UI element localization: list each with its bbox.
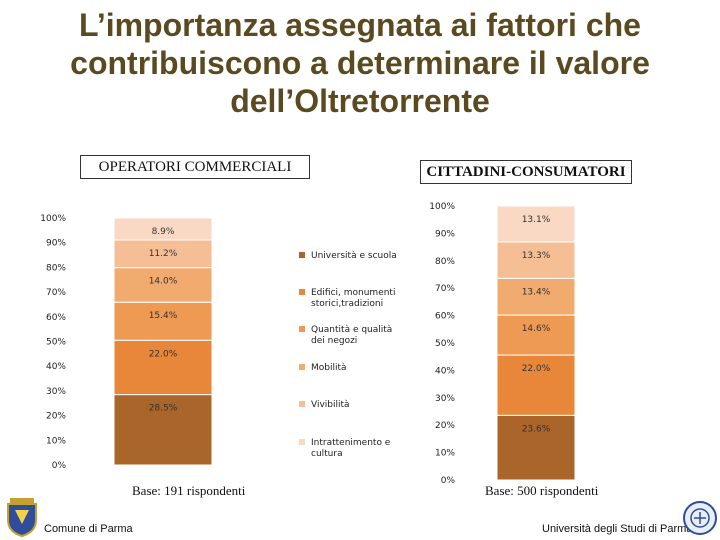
cittadini-data-label: 13.4% [522, 287, 551, 297]
legend-swatch [299, 326, 305, 332]
operatori-y-tick: 90% [46, 239, 66, 249]
operatori-data-label: 28.5% [149, 404, 178, 414]
operatori-label: OPERATORI COMMERCIALI [80, 155, 310, 179]
cittadini-y-tick: 10% [435, 449, 455, 459]
operatori-data-label: 14.0% [149, 277, 178, 287]
cittadini-y-tick: 60% [435, 312, 455, 322]
operatori-y-axis: 0% 10% 20% 30% 40% 50% 60% 70% 80% 90% 100% [40, 214, 66, 471]
cittadini-bar-segment [496, 314, 576, 356]
operatori-y-tick: 70% [46, 288, 66, 298]
operatori-data-label: 15.4% [149, 311, 178, 321]
cittadini-bars: 23.6% 22.0% 14.6% 13.4% 13.3% 13.1% [496, 205, 576, 481]
operatori-y-tick: 40% [46, 362, 66, 372]
operatori-data-label: 22.0% [149, 349, 178, 359]
cittadini-bar-segment [496, 354, 576, 416]
footer-left: Comune di Parma [44, 523, 133, 535]
footer-right: Università degli Studi di Parma [542, 523, 693, 535]
legend-label: Università e scuola [311, 251, 397, 261]
operatori-y-tick: 10% [46, 436, 66, 446]
operatori-bar-segment [113, 217, 213, 241]
legend-swatch [299, 289, 305, 295]
cittadini-y-tick: 80% [435, 257, 455, 267]
cittadini-label: CITTADINI-CONSUMATORI [420, 160, 632, 184]
cittadini-base: Base: 500 rispondenti [485, 483, 599, 498]
operatori-y-tick: 80% [46, 263, 66, 273]
legend-swatch [299, 439, 305, 445]
legend-swatch [299, 364, 305, 370]
operatori-base: Base: 191 rispondenti [132, 483, 246, 498]
cittadini-y-tick: 30% [435, 394, 455, 404]
cittadini-y-tick: 50% [435, 339, 455, 349]
comune-parma-logo [7, 498, 37, 538]
cittadini-data-label: 13.3% [522, 251, 551, 261]
legend: Università e scuola Edifici, monumenti sto… [299, 251, 397, 459]
operatori-bar-segment [113, 301, 213, 341]
operatori-data-label: 11.2% [149, 249, 178, 259]
cittadini-y-tick: 0% [441, 476, 456, 486]
cittadini-data-label: 22.0% [522, 364, 551, 374]
cittadini-y-tick: 90% [435, 229, 455, 239]
legend-swatch [299, 401, 305, 407]
operatori-y-tick: 50% [46, 338, 66, 348]
operatori-bars: 28.5% 22.0% 15.4% 14.0% 11.2% 8.9% [113, 217, 213, 466]
cittadini-bar-segment [496, 414, 576, 481]
operatori-y-tick: 0% [52, 461, 67, 471]
cittadini-y-axis: 0% 10% 20% 30% 40% 50% 60% 70% 80% 90% 100% [429, 202, 455, 486]
cittadini-y-tick: 70% [435, 284, 455, 294]
legend-label: Edifici, monumenti storici,tradizioni [311, 288, 395, 309]
cittadini-bar-segment [496, 205, 576, 243]
cittadini-data-label: 14.6% [522, 324, 551, 334]
operatori-bar-segment [113, 339, 213, 396]
cittadini-y-tick: 20% [435, 421, 455, 431]
operatori-y-tick: 60% [46, 313, 66, 323]
legend-label: Mobilità [311, 363, 347, 373]
legend-label: Vivibilità [311, 400, 350, 410]
cittadini-data-label: 13.1% [522, 215, 551, 225]
cittadini-y-tick: 40% [435, 366, 455, 376]
operatori-y-tick: 100% [40, 214, 66, 224]
operatori-y-tick: 20% [46, 412, 66, 422]
universita-seal [683, 501, 717, 535]
page-title: L’importanza assegnata ai fattori che co… [70, 7, 650, 119]
legend-label: Quantità e qualità dei negozi [311, 325, 392, 346]
cittadini-bar-segment [496, 277, 576, 316]
cittadini-bar-segment [496, 241, 576, 279]
cittadini-y-tick: 100% [429, 202, 455, 212]
legend-swatch [299, 252, 305, 258]
legend-label: Intrattenimento e cultura [311, 438, 391, 459]
operatori-bar-segment [113, 394, 213, 466]
operatori-y-tick: 30% [46, 387, 66, 397]
operatori-data-label: 8.9% [152, 227, 175, 237]
cittadini-data-label: 23.6% [522, 424, 551, 434]
